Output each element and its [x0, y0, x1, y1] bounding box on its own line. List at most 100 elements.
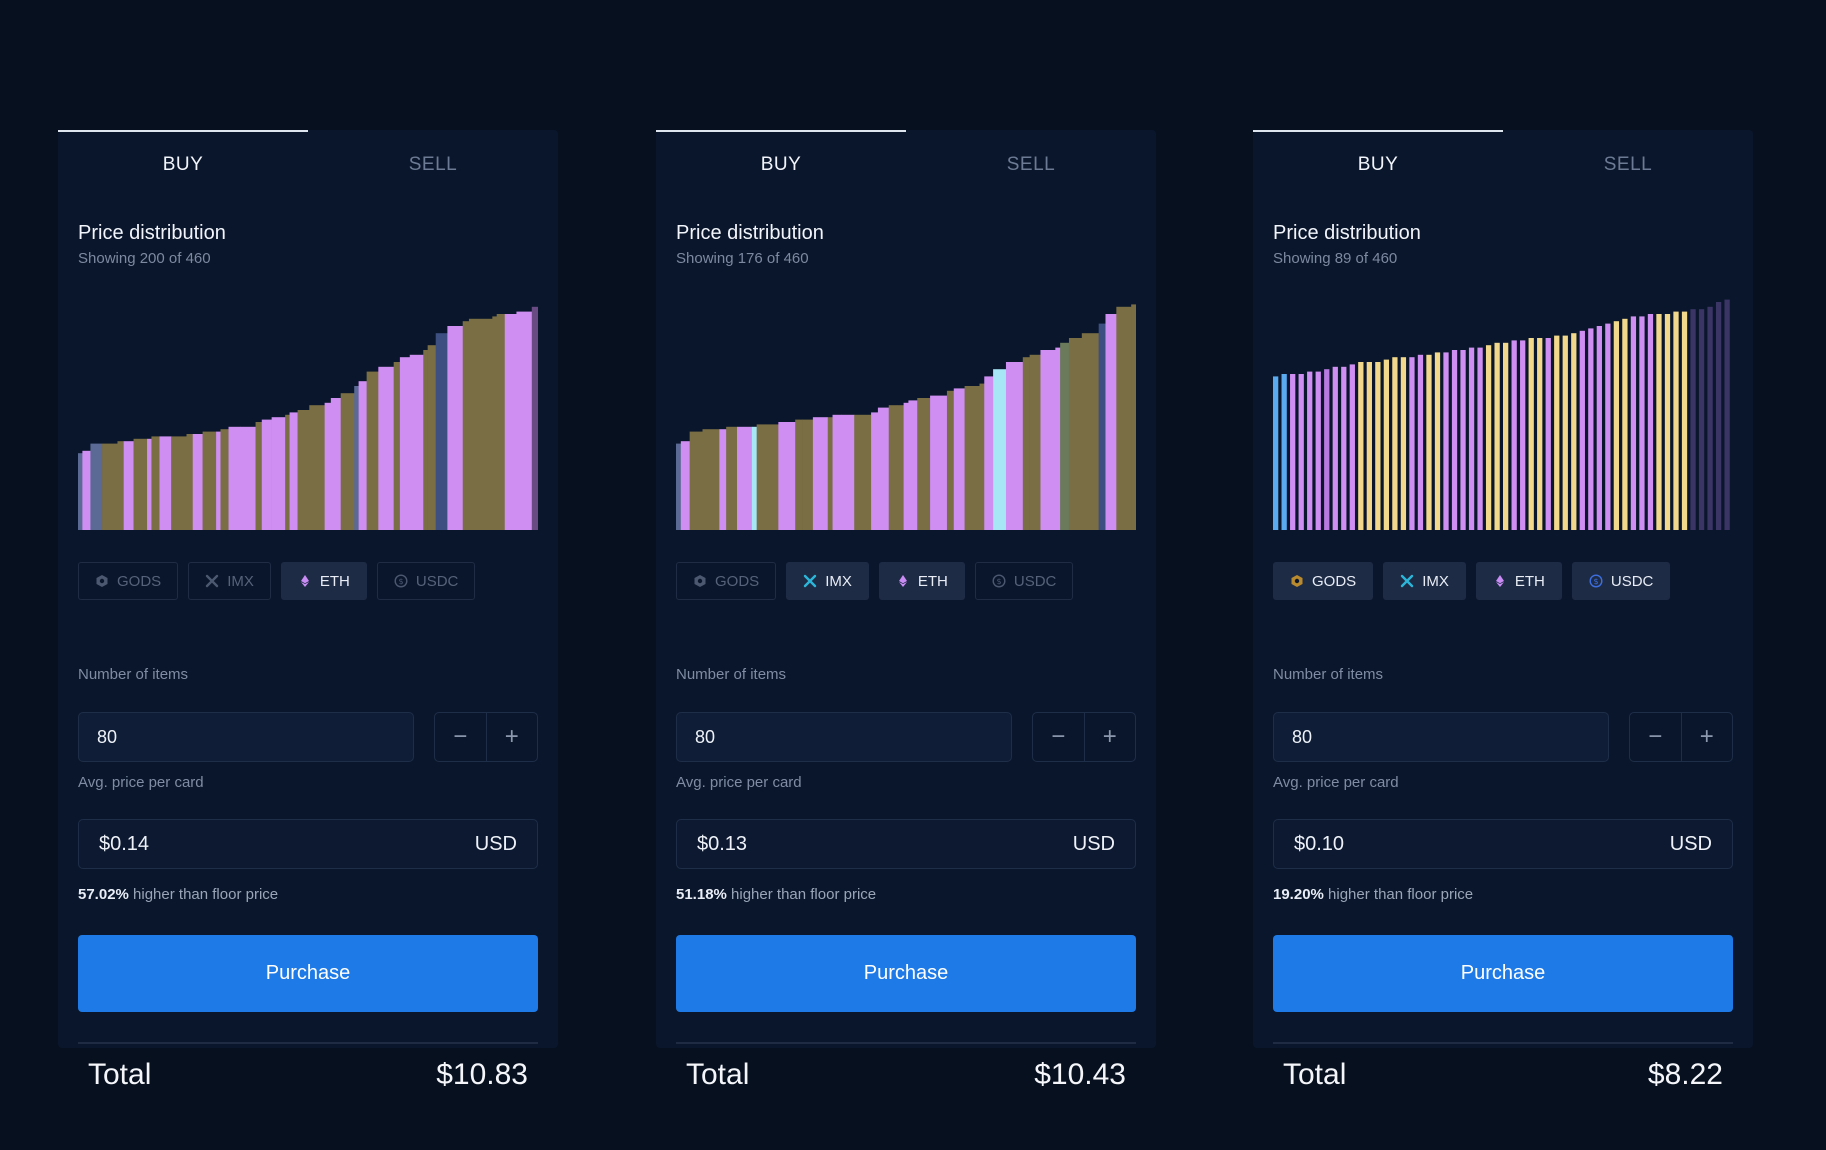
- chart-bar: [1383, 359, 1390, 530]
- floor-text: higher than floor price: [128, 886, 279, 903]
- chart-bar: [993, 369, 1007, 530]
- currency-chip-gods[interactable]: GODS: [78, 562, 179, 600]
- chart-bar: [1503, 342, 1509, 530]
- currency-chip-imx[interactable]: IMX: [188, 562, 271, 600]
- chart-bar: [1494, 342, 1500, 530]
- currency-chip-gods[interactable]: GODS: [676, 562, 777, 600]
- buy-sell-tabs: BUY SELL: [58, 130, 558, 200]
- currency-chip-eth[interactable]: ETH: [878, 562, 965, 600]
- quantity-input[interactable]: 80: [78, 712, 414, 762]
- chart-bar: [1341, 366, 1347, 530]
- tab-buy[interactable]: BUY: [1357, 154, 1399, 175]
- chart-bar: [680, 441, 690, 530]
- imx-icon: [1400, 574, 1414, 588]
- currency-chip-label: IMX: [825, 572, 852, 590]
- chart-bar: [1681, 311, 1688, 530]
- chart-bar: [216, 431, 221, 530]
- trade-panel: BUY SELL Price distribution Showing 200 …: [58, 130, 558, 1091]
- chart-bar: [1656, 314, 1662, 530]
- eth-icon: [1493, 574, 1507, 588]
- eth-icon: [896, 574, 910, 588]
- chart-bar: [1698, 309, 1705, 530]
- chart-bar: [1307, 371, 1313, 530]
- tab-buy[interactable]: BUY: [162, 154, 204, 175]
- chart-bar: [220, 429, 229, 530]
- chart-bar: [1281, 374, 1287, 530]
- tab-sell[interactable]: SELL: [1006, 154, 1056, 175]
- increment-button[interactable]: +: [1083, 713, 1136, 761]
- avg-price-field[interactable]: $0.14 USD: [78, 819, 538, 869]
- currency-chip-label: USDC: [1013, 572, 1057, 590]
- chart-bar: [496, 314, 506, 530]
- chart-bar: [908, 400, 918, 530]
- floor-price-note: 51.18% higher than floor price: [676, 886, 876, 903]
- chart-bar: [117, 441, 124, 530]
- currency-chip-imx[interactable]: IMX: [1383, 562, 1466, 600]
- currency-chip-eth[interactable]: ETH: [280, 562, 367, 600]
- chart-bar: [504, 314, 517, 530]
- imx-icon: [803, 574, 817, 588]
- chart-bar: [1055, 347, 1061, 530]
- chart-bar: [330, 398, 341, 530]
- chart-bar: [478, 318, 493, 530]
- chart-bar: [427, 345, 436, 530]
- chart-bar: [1273, 376, 1279, 530]
- chart-bar: [202, 431, 217, 530]
- quantity-input[interactable]: 80: [676, 712, 1012, 762]
- decrement-button[interactable]: −: [1648, 723, 1663, 750]
- tab-sell[interactable]: SELL: [408, 154, 458, 175]
- decrement-button[interactable]: −: [1051, 723, 1066, 750]
- purchase-button[interactable]: Purchase: [1273, 935, 1733, 1012]
- avg-price-label: Avg. price per card: [676, 774, 802, 791]
- avg-price-field[interactable]: $0.10 USD: [1273, 819, 1733, 869]
- currency-chip-label: ETH: [1514, 572, 1545, 590]
- increment-button[interactable]: +: [485, 713, 538, 761]
- currency-chip-label: IMX: [1422, 572, 1449, 590]
- distribution-bars: [1273, 299, 1730, 530]
- chart-bar: [399, 357, 411, 530]
- chart-bar: [1622, 318, 1628, 530]
- chart-bar: [1022, 357, 1030, 530]
- total-row: Total $8.22: [1283, 1058, 1723, 1092]
- chart-bar: [1324, 369, 1330, 530]
- chart-bar: [1639, 316, 1645, 530]
- currency-chip-usdc[interactable]: $ USDC: [974, 562, 1074, 600]
- chart-bar: [240, 426, 256, 530]
- chart-bar: [1571, 333, 1577, 530]
- currency-filter: GODS IMX ETH $ USDC: [1273, 562, 1671, 600]
- trade-panel: BUY SELL Price distribution Showing 176 …: [656, 130, 1156, 1091]
- chart-bar: [888, 405, 904, 530]
- svg-text:$: $: [996, 577, 1001, 586]
- tab-buy[interactable]: BUY: [760, 154, 802, 175]
- avg-price-field[interactable]: $0.13 USD: [676, 819, 1136, 869]
- chart-bar: [435, 333, 448, 530]
- floor-text: higher than floor price: [1323, 886, 1474, 903]
- chart-bar: [1579, 330, 1585, 530]
- purchase-button[interactable]: Purchase: [78, 935, 538, 1012]
- distribution-bars: [676, 304, 1136, 530]
- tab-sell[interactable]: SELL: [1603, 154, 1653, 175]
- items-label: Number of items: [676, 666, 787, 683]
- currency-chip-usdc[interactable]: $ USDC: [1571, 562, 1671, 600]
- chart-bar: [228, 426, 241, 530]
- currency-chip-usdc[interactable]: $ USDC: [376, 562, 476, 600]
- chart-bar: [1443, 352, 1449, 530]
- quantity-input[interactable]: 80: [1273, 712, 1609, 762]
- increment-button[interactable]: +: [1680, 713, 1733, 761]
- chart-bar: [1554, 335, 1560, 530]
- chart-bar: [1400, 357, 1407, 530]
- purchase-button[interactable]: Purchase: [676, 935, 1136, 1012]
- chart-bar: [309, 405, 325, 530]
- avg-price-label: Avg. price per card: [1273, 774, 1399, 791]
- chart-bar: [812, 417, 829, 530]
- chart-bar: [102, 443, 118, 530]
- chart-bar: [946, 390, 955, 530]
- currency-chip-gods[interactable]: GODS: [1273, 562, 1374, 600]
- chart-bar: [171, 436, 187, 530]
- chart-bar: [90, 443, 103, 530]
- currency-chip-imx[interactable]: IMX: [786, 562, 869, 600]
- chart-bar: [802, 419, 814, 530]
- currency-chip-eth[interactable]: ETH: [1475, 562, 1562, 600]
- chart-bar: [358, 381, 367, 530]
- decrement-button[interactable]: −: [453, 723, 468, 750]
